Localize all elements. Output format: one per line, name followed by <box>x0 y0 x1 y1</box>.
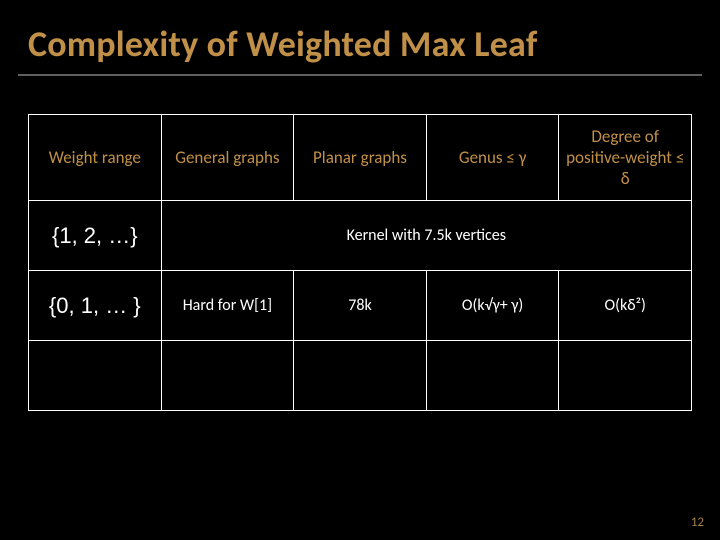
header-degree: Degree of positive-weight ≤ δ <box>559 115 692 201</box>
cell-general: Hard for W[1] <box>161 271 294 341</box>
cell-degree: O(kδ²) <box>559 271 692 341</box>
cell-genus: O(k√γ+ γ) <box>426 271 559 341</box>
empty-cell <box>559 341 692 411</box>
header-weight-range: Weight range <box>29 115 162 201</box>
cell-kernel-merged: Kernel with 7.5k vertices <box>161 201 691 271</box>
table-header-row: Weight range General graphs Planar graph… <box>29 115 692 201</box>
header-planar-graphs: Planar graphs <box>294 115 427 201</box>
complexity-table-wrap: Weight range General graphs Planar graph… <box>28 114 692 411</box>
table-row: {0, 1, … } Hard for W[1] 78k O(k√γ+ γ) O… <box>29 271 692 341</box>
header-general-graphs: General graphs <box>161 115 294 201</box>
empty-cell <box>294 341 427 411</box>
empty-cell <box>426 341 559 411</box>
cell-planar: 78k <box>294 271 427 341</box>
empty-cell <box>161 341 294 411</box>
cell-weight-1: {1, 2, …} <box>29 201 162 271</box>
table-row-empty <box>29 341 692 411</box>
empty-cell <box>29 341 162 411</box>
title-rule <box>18 74 702 76</box>
header-genus: Genus ≤ γ <box>426 115 559 201</box>
cell-weight-0: {0, 1, … } <box>29 271 162 341</box>
page-number: 12 <box>691 515 704 530</box>
table-row: {1, 2, …} Kernel with 7.5k vertices <box>29 201 692 271</box>
slide-title: Complexity of Weighted Max Leaf <box>0 0 720 74</box>
complexity-table: Weight range General graphs Planar graph… <box>28 114 692 411</box>
